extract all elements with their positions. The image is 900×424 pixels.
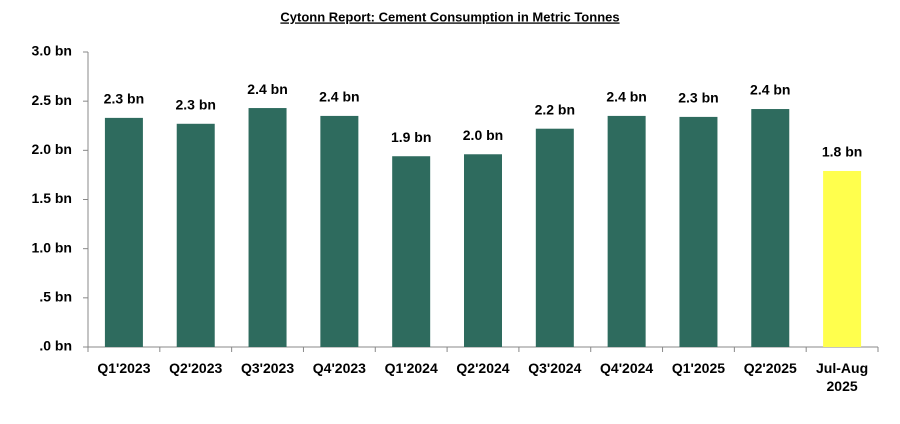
bar bbox=[535, 128, 574, 347]
bar bbox=[607, 115, 646, 348]
value-label: 2.4 bn bbox=[247, 81, 287, 97]
bar bbox=[176, 123, 215, 348]
y-tick-label: 2.0 bn bbox=[32, 141, 72, 157]
y-tick-label: .5 bn bbox=[39, 289, 72, 305]
x-tick-label: Jul-Aug 2025 bbox=[816, 360, 869, 394]
value-label: 1.8 bn bbox=[822, 144, 862, 160]
y-tick-label: 1.5 bn bbox=[32, 190, 72, 206]
x-tick-label: Q2'2025 bbox=[743, 360, 797, 376]
x-tick-label: Q1'2023 bbox=[97, 360, 151, 376]
x-tick-label: Q2'2023 bbox=[169, 360, 223, 376]
value-label: 2.4 bn bbox=[319, 89, 359, 105]
bar bbox=[751, 109, 790, 348]
x-tick-label: Q4'2023 bbox=[312, 360, 366, 376]
value-label: 1.9 bn bbox=[391, 129, 431, 145]
value-label: 2.3 bn bbox=[104, 91, 144, 107]
chart-title: Cytonn Report: Cement Consumption in Met… bbox=[280, 9, 619, 24]
value-label: 2.4 bn bbox=[606, 89, 646, 105]
x-tick-label: Q4'2024 bbox=[600, 360, 654, 376]
y-tick-label: 1.0 bn bbox=[32, 239, 72, 255]
bar bbox=[248, 108, 287, 347]
bar bbox=[679, 116, 718, 348]
bar bbox=[464, 154, 502, 347]
value-label: 2.2 bn bbox=[535, 101, 575, 117]
x-tick-label: Q1'2025 bbox=[671, 360, 726, 376]
value-label: 2.4 bn bbox=[750, 82, 790, 98]
y-tick-label: 3.0 bn bbox=[32, 43, 72, 59]
value-label: 2.0 bn bbox=[463, 127, 503, 143]
x-tick-label: Q2'2024 bbox=[456, 360, 510, 376]
bar bbox=[320, 115, 359, 348]
bar bbox=[823, 170, 862, 347]
value-label: 2.3 bn bbox=[678, 90, 718, 106]
y-tick-label: 2.5 bn bbox=[32, 92, 72, 108]
y-tick-label: .0 bn bbox=[39, 338, 72, 354]
bar bbox=[104, 117, 143, 347]
bar bbox=[392, 156, 431, 347]
x-tick-label: Q3'2024 bbox=[528, 360, 582, 376]
x-tick-label: Q1'2024 bbox=[384, 360, 438, 376]
x-tick-label: Q3'2023 bbox=[240, 360, 295, 376]
value-label: 2.3 bn bbox=[175, 96, 215, 112]
